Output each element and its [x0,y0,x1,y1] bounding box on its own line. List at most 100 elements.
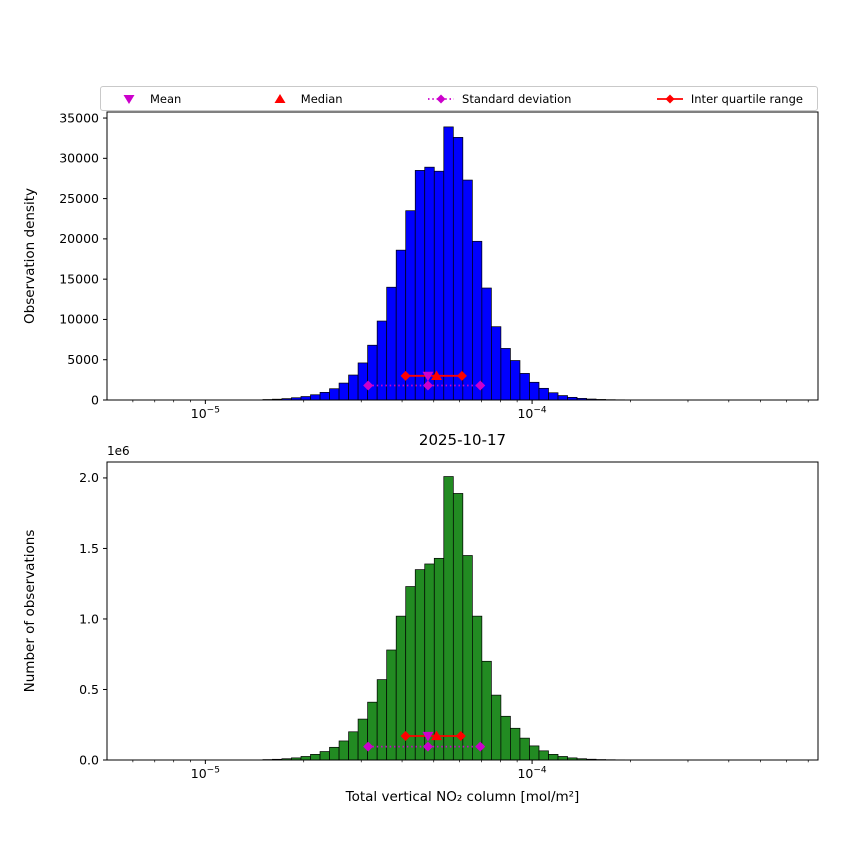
histogram-bar [414,170,426,401]
chart-title: 2025-10-17 [418,431,507,449]
mean-marker [422,371,434,382]
x-tick-label: 10−4 [517,766,546,782]
legend-label-iqr: Inter quartile range [690,91,803,106]
std-dev-marker [475,380,486,391]
histogram-bar [433,557,445,761]
x-tick-label: 10−4 [517,406,546,422]
histogram-bar [500,715,511,761]
std-dev-marker [422,741,433,752]
legend-item-iqr: Inter quartile range [656,92,803,106]
histogram-bar [548,754,559,761]
std-dev-diamond-icon [428,94,455,103]
y-tick-label: 5000 [67,352,99,367]
legend-label-mean: Mean [150,91,182,106]
histogram-bar [348,731,359,761]
y-tick-label: 35000 [59,110,99,125]
histogram-bar [452,493,464,761]
histogram-bar [319,392,330,401]
legend-diamond-glyph [436,94,446,103]
y-tick-label: 1.5 [79,541,99,556]
legend-item-mean: Mean [115,92,181,106]
histogram-bar [538,750,549,761]
y-tick-label: 0.5 [79,682,99,697]
histogram-bar [300,756,311,761]
median-marker [431,370,443,380]
iqr-marker [400,370,411,381]
histogram-bar [481,287,492,401]
histogram-bar [510,727,521,761]
iqr-marker [456,370,467,381]
y-tick-label: 20000 [59,231,99,246]
histogram-bar [424,563,435,761]
histogram-bar [443,126,454,401]
median-marker [431,730,443,741]
std-dev-marker [422,380,433,391]
ylabel-number-of-observations: Number of observations [22,529,38,693]
legend: Mean Median Standard deviation Inter qua… [100,86,818,111]
histogram-bar [319,751,330,761]
histogram-bar [529,745,540,761]
histogram-bar [338,382,349,401]
histogram-bar [443,476,454,761]
y-tick-label: 0.0 [79,752,99,767]
histogram-bar [452,137,464,401]
histogram-bar [310,754,321,761]
iqr-marker [455,731,466,742]
histogram-bar [310,394,321,401]
histogram-bar [472,240,483,401]
histogram-bar [491,326,502,401]
histogram-bar [329,746,340,761]
std-dev-marker [363,380,374,391]
histogram-bar [462,179,473,401]
histogram-bar [557,756,568,761]
mean-triangle-down-icon [123,94,135,104]
ylabel-observation-density: Observation density [22,188,38,324]
x-tick-label: 10−5 [191,766,220,782]
y-tick-label: 0 [91,392,99,407]
histogram-bar [557,395,568,401]
legend-label-standard-deviation: Standard deviation [462,91,572,106]
histogram-bar [300,396,311,401]
legend-diamond-glyph [665,94,675,103]
y-axis-offset-text: 1e6 [107,444,130,458]
observation-density-axes: 10−5 10−4 0 5000 10000 15000 20000 25000 30000 35… [59,110,819,422]
histogram-bar [538,387,549,401]
histogram-bar [405,210,416,401]
histogram-bar [500,348,511,401]
axes-frame [106,111,819,401]
median-triangle-up-icon [274,93,286,103]
histogram-bar [491,694,502,761]
histogram-bar [414,569,426,761]
histogram-bar [548,392,559,401]
histogram-bar [348,374,359,401]
histogram-bar [376,679,388,761]
legend-item-median: Median [266,92,343,106]
y-tick-label: 30000 [59,151,99,166]
histogram-bar [329,388,340,401]
histogram-bar [462,555,473,761]
legend-label-median: Median [300,91,343,106]
legend-triangle-up-glyph [274,93,286,103]
histogram-bar [472,615,483,761]
x-tick-label: 10−5 [191,406,220,422]
number-of-observations-axes: 10−5 10−4 0.0 0.5 1.0 1.5 2.0 [79,461,819,782]
iqr-diamond-icon [656,94,683,103]
histogram-bar [386,649,397,761]
legend-item-standard-deviation: Standard deviation [427,92,571,106]
histogram-bar [386,286,397,401]
y-tick-label: 15000 [59,271,99,286]
xlabel-no2-column: Total vertical NO₂ column [mol/m²] [345,789,580,805]
histogram-bar [510,360,521,401]
histogram-bar [357,718,368,761]
histogram-bar [367,344,378,401]
histogram-bar [519,737,530,761]
y-tick-label: 2.0 [79,470,99,485]
std-dev-marker [475,741,486,752]
mean-marker [422,731,434,742]
histogram-bar [529,381,540,401]
y-tick-label: 10000 [59,312,99,327]
histogram-bar [376,320,388,401]
axes-frame [106,461,819,761]
histogram-bar [424,166,435,401]
